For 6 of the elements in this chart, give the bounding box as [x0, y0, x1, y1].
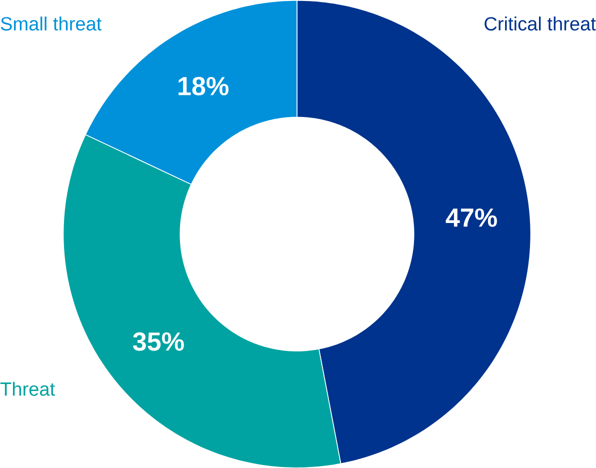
slice-label: Threat [0, 382, 55, 396]
slice-label: Small threat [0, 16, 102, 30]
data-label: 18% [178, 76, 228, 96]
data-label: 47% [446, 208, 497, 227]
data-label: 35% [132, 332, 184, 351]
slice-label: Critical threat [484, 16, 596, 30]
